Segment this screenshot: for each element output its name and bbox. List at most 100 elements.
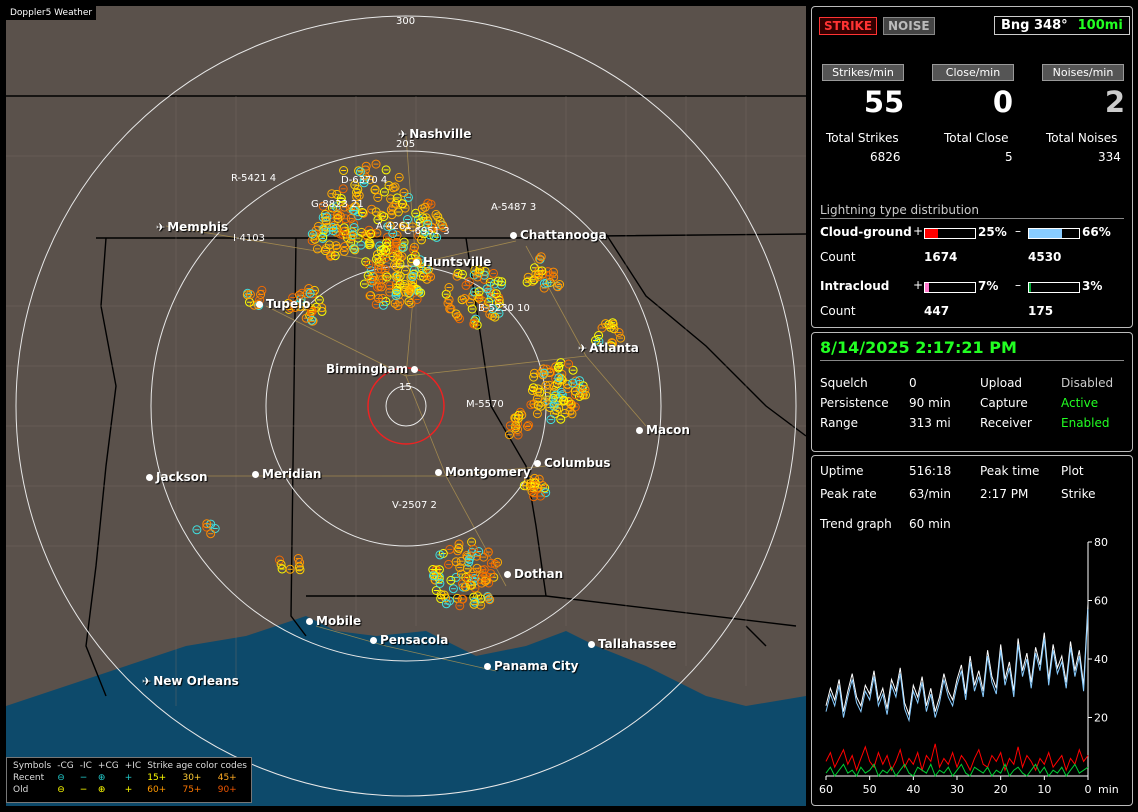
uptime-value: 516:18 (909, 464, 952, 478)
strike-marker (497, 277, 507, 287)
strike-marker (567, 400, 577, 410)
strike-marker (256, 290, 266, 299)
legend-header: +CG (97, 761, 119, 771)
strike-marker (317, 303, 327, 313)
cg-negative-bar (1028, 228, 1080, 239)
trend-series-line (825, 609, 1089, 723)
strike-marker (491, 289, 501, 299)
strike-marker (398, 221, 408, 231)
strike-marker (451, 309, 461, 319)
app-title: Doppler5 Weather (6, 6, 97, 20)
settings-panel: 8/14/2025 2:17:21 PM Squelch 0 Upload Di… (811, 332, 1133, 452)
strike-marker (490, 559, 500, 569)
strike-marker (504, 430, 514, 440)
x-tick-label: 30 (950, 783, 964, 796)
strike-marker (546, 415, 556, 425)
symbol-legend: Symbols -CG -IC +CG +IC Strike age color… (6, 757, 252, 803)
strike-marker (206, 529, 216, 539)
total-strikes-label: Total Strikes (826, 131, 899, 145)
strike-marker (534, 474, 544, 484)
strike-marker (409, 269, 419, 279)
strike-marker (342, 233, 352, 243)
bearing-value: Bng 348° (1001, 18, 1068, 33)
strike-marker (539, 368, 549, 378)
strike-marker (483, 547, 493, 557)
strike-marker (553, 282, 563, 292)
strike-marker (379, 212, 389, 222)
close-min-button[interactable]: Close/min (932, 64, 1014, 81)
lightning-map[interactable]: 300 205 15 ✈ Nashville ✈ Memphis Chattanoo… (6, 6, 806, 806)
city-dot-icon (411, 366, 419, 373)
trend-series-line (825, 763, 1089, 778)
city-birmingham: Birmingham (326, 362, 421, 376)
noise-button[interactable]: NOISE (883, 17, 935, 35)
strike-marker (276, 559, 286, 569)
strike-marker (357, 208, 367, 217)
strike-marker (404, 297, 414, 307)
strike-marker (417, 204, 427, 214)
trend-series-line (825, 743, 1089, 773)
city-new-orleans: ✈ New Orleans (142, 674, 239, 688)
ic-positive-fill (925, 283, 929, 292)
strike-marker (460, 294, 469, 303)
strike-marker (549, 401, 559, 411)
cg-negative-pct: 66% (1082, 225, 1111, 239)
plot-value[interactable]: Strike (1061, 487, 1096, 501)
strike-marker (336, 194, 346, 203)
city-tupelo: Tupelo (256, 297, 311, 311)
strike-marker (445, 544, 455, 554)
strike-marker (388, 229, 398, 238)
strike-marker (373, 264, 383, 274)
range-rings (15, 15, 797, 797)
y-tick-label: 40 (1094, 653, 1108, 666)
legend-symbols-label: Symbols (13, 761, 52, 771)
strike-marker (285, 564, 295, 574)
strike-marker (473, 591, 483, 601)
strike-marker (330, 251, 340, 261)
x-tick-label: 0 (1085, 783, 1092, 796)
strike-marker (339, 166, 349, 175)
ic-positive-count: 447 (924, 304, 950, 318)
strike-marker (349, 244, 359, 254)
strike-marker (391, 291, 401, 300)
capture-label: Capture (980, 396, 1028, 410)
strike-marker (474, 547, 484, 556)
strike-marker (382, 238, 391, 248)
strike-marker (350, 245, 360, 255)
total-close-label: Total Close (944, 131, 1009, 145)
strike-marker (526, 400, 536, 410)
neg-cg-icon: ⊖ (57, 785, 65, 795)
minus-sign: – (1015, 278, 1021, 292)
noises-min-button[interactable]: Noises/min (1042, 64, 1124, 81)
strike-marker (400, 279, 410, 289)
strike-marker (461, 280, 471, 290)
legend-header: -IC (79, 761, 92, 771)
strike-marker (532, 409, 542, 419)
strike-marker (452, 271, 462, 281)
strike-marker (468, 544, 478, 554)
strike-marker (441, 599, 451, 609)
trend-chart: 20 40 60 80 60 50 40 30 20 10 0 min (819, 536, 1119, 796)
strike-marker (580, 385, 590, 394)
strike-marker (608, 338, 618, 348)
legend-header: +IC (124, 761, 142, 771)
strike-marker (480, 303, 490, 313)
strike-marker (540, 483, 550, 493)
strike-marker (494, 298, 504, 308)
city-dot-icon (435, 469, 442, 476)
strike-marker (581, 390, 590, 400)
strikes-min-button[interactable]: Strikes/min (822, 64, 904, 81)
strike-marker (354, 166, 364, 176)
strike-marker (457, 295, 467, 305)
strike-marker (404, 192, 413, 202)
range-label: Range (820, 416, 859, 430)
strike-button[interactable]: STRIKE (819, 17, 878, 35)
ring-label-15: 15 (399, 382, 412, 393)
strike-marker (327, 203, 337, 213)
strike-marker (370, 184, 380, 194)
x-tick-label: 20 (994, 783, 1008, 796)
airport-icon: ✈ (156, 221, 166, 234)
county-lines (6, 96, 806, 706)
persistence-label: Persistence (820, 396, 889, 410)
strike-marker (394, 172, 404, 182)
